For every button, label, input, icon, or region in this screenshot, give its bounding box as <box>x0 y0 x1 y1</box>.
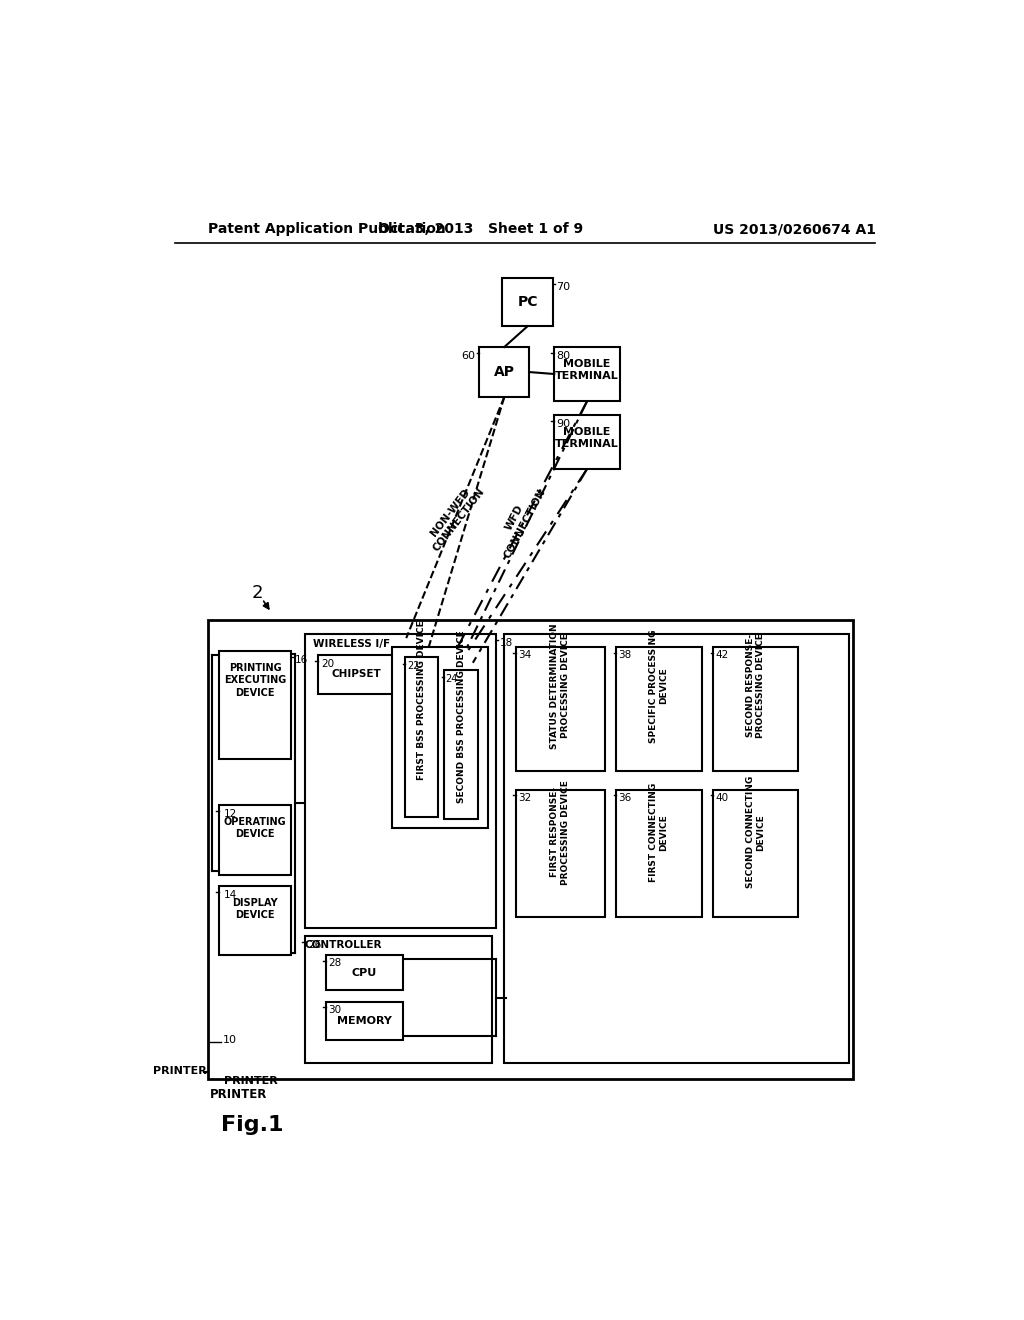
Text: 10: 10 <box>223 1035 238 1045</box>
Bar <box>504 635 849 1063</box>
Bar <box>713 789 799 917</box>
Text: 80: 80 <box>556 351 570 360</box>
Text: DEVICE: DEVICE <box>236 911 274 920</box>
Text: SECOND RESPONSE-
PROCESSING DEVICE: SECOND RESPONSE- PROCESSING DEVICE <box>746 634 766 738</box>
Bar <box>515 647 604 771</box>
Text: EXECUTING: EXECUTING <box>224 676 287 685</box>
Text: SPECIFIC PROCESSING
DEVICE: SPECIFIC PROCESSING DEVICE <box>649 630 669 743</box>
Text: FIRST BSS PROCESSING DEVICE: FIRST BSS PROCESSING DEVICE <box>417 620 426 780</box>
Bar <box>479 347 529 397</box>
Text: CHIPSET: CHIPSET <box>332 669 382 680</box>
Bar <box>305 936 493 1063</box>
Text: 14: 14 <box>223 890 237 900</box>
Text: 20: 20 <box>322 659 335 669</box>
Bar <box>554 414 621 469</box>
Text: 24: 24 <box>445 675 458 684</box>
Text: MEMORY: MEMORY <box>337 1016 392 1026</box>
Bar <box>503 277 553 326</box>
Bar <box>406 657 438 817</box>
Text: Oct. 3, 2013   Sheet 1 of 9: Oct. 3, 2013 Sheet 1 of 9 <box>378 222 584 236</box>
Text: PRINTER: PRINTER <box>153 1065 206 1076</box>
Text: 32: 32 <box>518 793 531 803</box>
Text: PC: PC <box>517 294 538 309</box>
Text: DISPLAY: DISPLAY <box>232 898 278 908</box>
Bar <box>219 651 291 759</box>
Bar <box>317 655 395 693</box>
Bar <box>713 647 799 771</box>
Text: 70: 70 <box>557 281 570 292</box>
Text: AP: AP <box>494 366 515 379</box>
Text: 26: 26 <box>308 940 322 950</box>
Text: 60: 60 <box>461 351 475 360</box>
Text: 18: 18 <box>500 638 513 648</box>
Text: WFD
CONNECTION: WFD CONNECTION <box>492 480 547 560</box>
Text: TERMINAL: TERMINAL <box>555 440 620 449</box>
Text: SECOND CONNECTING
DEVICE: SECOND CONNECTING DEVICE <box>746 776 766 888</box>
Bar <box>219 805 291 875</box>
Text: DEVICE: DEVICE <box>236 829 274 840</box>
Bar <box>305 635 496 928</box>
Text: 40: 40 <box>716 793 728 803</box>
Bar <box>326 956 403 990</box>
Text: FIRST RESPONSE-
PROCESSING DEVICE: FIRST RESPONSE- PROCESSING DEVICE <box>550 780 569 884</box>
Text: US 2013/0260674 A1: US 2013/0260674 A1 <box>713 222 876 236</box>
Text: PRINTER: PRINTER <box>210 1088 267 1101</box>
Text: 28: 28 <box>328 958 341 969</box>
Text: 34: 34 <box>518 651 531 660</box>
Text: MOBILE: MOBILE <box>563 426 611 437</box>
Text: 16: 16 <box>295 655 308 665</box>
Text: Patent Application Publication: Patent Application Publication <box>208 222 445 236</box>
Bar <box>554 347 621 401</box>
Text: OPERATING: OPERATING <box>224 817 287 828</box>
Text: DEVICE: DEVICE <box>236 688 274 698</box>
Text: 90: 90 <box>556 418 570 429</box>
Text: TERMINAL: TERMINAL <box>555 371 620 381</box>
Text: 42: 42 <box>716 651 729 660</box>
Text: MOBILE: MOBILE <box>563 359 611 370</box>
Bar <box>444 671 478 818</box>
Bar <box>515 789 604 917</box>
Text: NON-WFD
CONNECTION: NON-WFD CONNECTION <box>422 479 486 553</box>
Text: STATUS DETERMINATION
PROCESSING DEVICE: STATUS DETERMINATION PROCESSING DEVICE <box>550 623 569 748</box>
Text: CPU: CPU <box>352 968 377 978</box>
Text: SECOND BSS PROCESSING DEVICE: SECOND BSS PROCESSING DEVICE <box>457 630 466 803</box>
Bar <box>616 789 701 917</box>
Text: 12: 12 <box>223 809 237 818</box>
Text: FIRST CONNECTING
DEVICE: FIRST CONNECTING DEVICE <box>649 783 669 882</box>
Text: Fig.1: Fig.1 <box>221 1115 284 1135</box>
Text: 36: 36 <box>618 793 632 803</box>
Text: PRINTER: PRINTER <box>223 1076 278 1086</box>
Text: 22: 22 <box>407 661 420 671</box>
Bar <box>616 647 701 771</box>
Bar <box>219 886 291 956</box>
Text: 2: 2 <box>252 585 263 602</box>
Text: CONTROLLER: CONTROLLER <box>305 940 382 950</box>
Text: 30: 30 <box>328 1005 341 1015</box>
Bar <box>326 1002 403 1040</box>
Text: 38: 38 <box>618 651 632 660</box>
Bar <box>391 647 488 829</box>
Text: PRINTING: PRINTING <box>228 663 282 673</box>
Text: WIRELESS I/F: WIRELESS I/F <box>312 639 390 648</box>
Bar <box>208 620 853 1078</box>
